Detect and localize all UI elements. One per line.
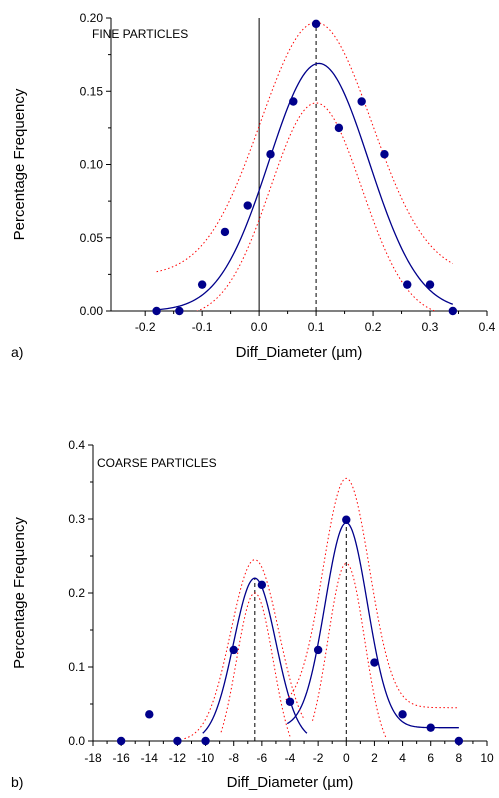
data-point [448,306,458,316]
data-point [152,306,161,316]
data-point [380,150,389,159]
data-point [220,227,230,237]
x-tick-label: -0.1 [192,320,213,334]
x-tick-label: 0.4 [479,320,496,334]
data-point [175,306,184,316]
data-point [257,580,267,590]
y-tick-label: 0.2 [68,586,85,600]
data-point [197,280,207,289]
data-point [116,736,126,746]
data-point [454,736,464,746]
panel-annotation: FINE PARTICLES [92,27,188,41]
panel-label: b) [11,774,23,790]
x-tick-label: 4 [399,751,406,765]
panel-annotation: COARSE PARTICLES [97,456,217,470]
x-tick-label: -10 [197,751,215,765]
x-tick-label: -18 [84,751,102,765]
data-point [342,515,351,524]
data-point [243,201,252,210]
data-point [334,123,344,133]
x-tick-label: -4 [285,751,296,765]
data-point [425,280,435,289]
data-point [289,97,298,106]
confidence-band-curve [312,562,387,738]
fit-curves [184,477,459,740]
chart-panel-a: 0.00 0.05 0.10 0.15 0.20 -0.2 -0.1 0.0 0.1 0.2 0.3… [11,11,496,361]
y-tick-label: 0.3 [68,512,85,526]
x-tick-label: -12 [169,751,187,765]
data-point [229,645,238,655]
x-tick-label: -14 [141,751,159,765]
y-tick-label: 0.05 [80,231,104,245]
y-tick-label: 0.10 [80,158,104,172]
fit-curves [156,21,454,311]
data-point [311,19,321,29]
data-point [313,645,323,655]
x-tick-label: 0.1 [308,320,325,334]
y-tick-label: 0.4 [68,438,85,452]
data-point [201,736,210,746]
x-tick-label: -16 [112,751,130,765]
data-point [285,697,295,706]
confidence-band-curve [156,21,454,273]
y-tick-label: 0.0 [68,734,85,748]
x-tick-label: 0 [343,751,350,765]
confidence-band-curve [285,477,458,709]
data-point [266,150,275,159]
data-point [426,723,435,732]
data-point [357,97,366,106]
data-point [173,736,182,746]
panel-label: a) [11,344,23,360]
y-tick-label: 0.20 [80,11,104,25]
gaussian-fit-curve [156,62,454,311]
x-tick-label: 2 [371,751,378,765]
confidence-band-curve [220,592,291,737]
data-point [145,710,154,719]
data-point [403,280,412,289]
data-point [398,710,407,719]
x-tick-label: -0.2 [135,320,156,334]
confidence-band-curve [184,559,305,740]
chart-panel-b: 0.0 0.1 0.2 0.3 0.4 -18 -16 -14 -12 -10 -8 -6 -4 -2 0 2… [11,438,494,791]
y-axis-title: Percentage Frequency [11,88,28,240]
x-tick-label: 0.0 [251,320,268,334]
x-tick-label: -8 [228,751,239,765]
y-tick-label: 0.15 [80,84,104,98]
x-tick-label: 0.3 [422,320,439,334]
x-axis-title: Diff_Diameter (µm) [236,344,363,361]
x-tick-label: 10 [480,751,494,765]
x-tick-label: 8 [456,751,463,765]
y-axis-title: Percentage Frequency [11,517,28,669]
x-tick-label: -2 [313,751,324,765]
x-tick-label: 6 [427,751,434,765]
x-axis-title: Diff_Diameter (µm) [227,774,354,791]
x-tick-label: 0.2 [365,320,382,334]
y-tick-label: 0.00 [80,304,104,318]
data-point [370,658,379,667]
x-tick-label: -6 [257,751,268,765]
y-tick-label: 0.1 [68,660,85,674]
